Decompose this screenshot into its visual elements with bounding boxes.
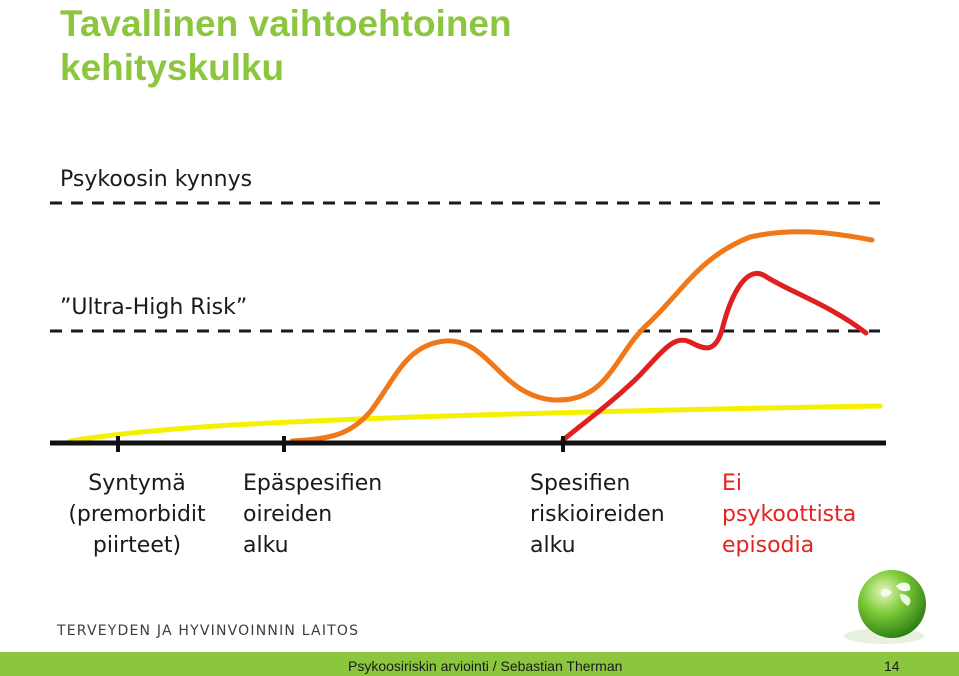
baseline-yellow-curve <box>67 403 883 444</box>
slide-title-line2: kehityskulku <box>60 47 285 88</box>
stage-no-psychotic-line1: Ei <box>722 471 743 496</box>
stage-no-psychotic-episode: Ei psykoottista episodia <box>722 468 856 561</box>
stage-no-psychotic-line3: episodia <box>722 533 815 558</box>
stage-specific: Spesifien riskioireiden alku <box>530 468 665 561</box>
stage-no-psychotic-line2: psykoottista <box>722 502 857 527</box>
stage-specific-line1: Spesifien <box>530 471 631 496</box>
stage-birth-line1: Syntymä <box>88 471 186 496</box>
slide-title: Tavallinen vaihtoehtoinen kehityskulku <box>60 2 512 90</box>
stage-nonspecific-line1: Epäspesifien <box>243 471 383 496</box>
stage-birth-line2: (premorbidit <box>68 502 206 527</box>
stage-specific-line3: alku <box>530 533 576 558</box>
organization-name: TERVEYDEN JA HYVINVOINNIN LAITOS <box>57 623 360 639</box>
stage-specific-line2: riskioireiden <box>530 502 665 527</box>
stage-birth: Syntymä (premorbidit piirteet) <box>52 468 222 561</box>
orange-trajectory-curve <box>289 229 875 444</box>
footer-text: Psykoosiriskin arviointi / Sebastian The… <box>348 658 623 674</box>
red-trajectory-curve <box>560 271 869 443</box>
stage-birth-line3: piirteet) <box>92 533 182 558</box>
slide-title-line1: Tavallinen vaihtoehtoinen <box>60 3 512 44</box>
stage-nonspecific: Epäspesifien oireiden alku <box>243 468 382 561</box>
page-number: 14 <box>884 658 900 674</box>
thl-logo-sphere-icon <box>844 570 926 644</box>
stage-nonspecific-line3: alku <box>243 533 289 558</box>
stage-nonspecific-line2: oireiden <box>243 502 333 527</box>
ultra-high-risk-label: ”Ultra-High Risk” <box>60 295 248 320</box>
psychosis-threshold-label: Psykoosin kynnys <box>60 167 253 192</box>
footer-bar: Psykoosiriskin arviointi / Sebastian The… <box>0 652 959 676</box>
